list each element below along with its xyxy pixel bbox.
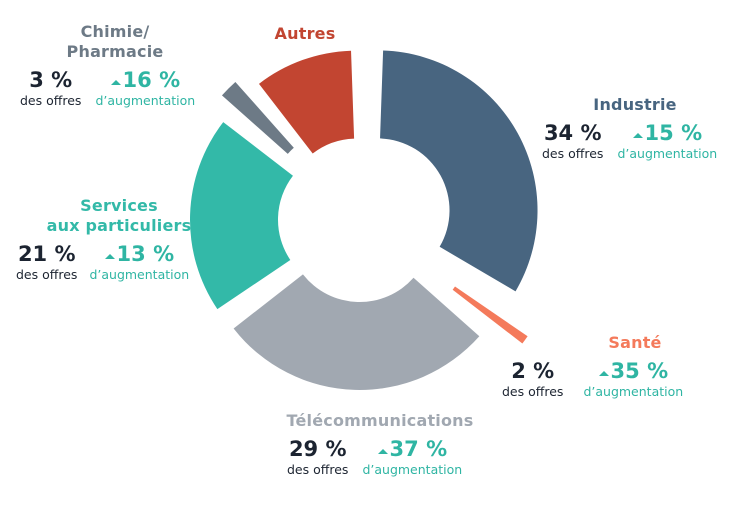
growth-caption: d’augmentation bbox=[89, 267, 190, 282]
share-value: 3 % bbox=[29, 68, 73, 92]
growth-stat: 15 % d’augmentation bbox=[617, 121, 717, 163]
label-telecom: Télécommunications 29 % des offres 37 % … bbox=[265, 411, 495, 479]
growth-value: 13 % bbox=[89, 242, 189, 266]
share-value: 21 % bbox=[17, 242, 76, 266]
growth-caption: d’augmentation bbox=[362, 462, 463, 477]
label-services: Services aux particuliers 21 % des offre… bbox=[4, 196, 234, 284]
up-triangle-icon bbox=[377, 449, 388, 454]
share-value: 29 % bbox=[288, 437, 347, 461]
slice-autres bbox=[258, 50, 355, 154]
category-name: Télécommunications bbox=[286, 411, 474, 430]
slice-chimie-pharmacie bbox=[221, 81, 294, 154]
category-name: Industrie bbox=[593, 95, 677, 114]
share-caption: des offres bbox=[20, 93, 82, 108]
slice-services-aux-particuliers bbox=[190, 122, 293, 310]
share-caption: des offres bbox=[287, 462, 349, 477]
slice-t-l-communications bbox=[233, 274, 480, 390]
stats-row: 3 % des offres 16 % d’augmentation bbox=[20, 68, 230, 110]
label-industrie: Industrie 34 % des offres 15 % d’augment… bbox=[520, 95, 750, 163]
category-name: Chimie/ Pharmacie bbox=[0, 22, 230, 62]
share-stat: 2 % des offres bbox=[502, 359, 563, 401]
slice-sant- bbox=[452, 286, 528, 344]
slice-industrie bbox=[380, 50, 538, 292]
share-caption: des offres bbox=[502, 384, 564, 399]
share-value: 34 % bbox=[543, 121, 602, 145]
category-name-line1: Services bbox=[80, 196, 158, 215]
growth-stat: 37 % d’augmentation bbox=[362, 437, 462, 479]
growth-value: 37 % bbox=[362, 437, 462, 461]
category-name: Services aux particuliers bbox=[4, 196, 234, 236]
share-stat: 3 % des offres bbox=[20, 68, 81, 110]
growth-stat: 13 % d’augmentation bbox=[89, 242, 189, 284]
share-stat: 21 % des offres bbox=[16, 242, 77, 284]
growth-value: 16 % bbox=[95, 68, 195, 92]
up-triangle-icon bbox=[632, 133, 643, 138]
stats-row: 2 % des offres 35 % d’augmentation bbox=[502, 359, 720, 401]
stats-row: 29 % des offres 37 % d’augmentation bbox=[287, 437, 495, 479]
category-name-line2: Pharmacie bbox=[66, 42, 164, 61]
share-value: 2 % bbox=[511, 359, 555, 383]
label-chimie: Chimie/ Pharmacie 3 % des offres 16 % d’… bbox=[0, 22, 230, 110]
growth-caption: d’augmentation bbox=[583, 384, 684, 399]
up-triangle-icon bbox=[598, 371, 609, 376]
up-triangle-icon bbox=[110, 80, 121, 85]
category-name-line1: Chimie/ bbox=[80, 22, 150, 41]
label-sante: Santé 2 % des offres 35 % d’augmentation bbox=[490, 333, 720, 401]
growth-value: 35 % bbox=[583, 359, 683, 383]
label-autres: Autres bbox=[190, 24, 420, 44]
stats-row: 34 % des offres 15 % d’augmentation bbox=[542, 121, 750, 163]
growth-caption: d’augmentation bbox=[95, 93, 196, 108]
up-triangle-icon bbox=[104, 254, 115, 259]
share-stat: 34 % des offres bbox=[542, 121, 603, 163]
category-name-line2: aux particuliers bbox=[46, 216, 192, 235]
growth-stat: 16 % d’augmentation bbox=[95, 68, 195, 110]
share-caption: des offres bbox=[16, 267, 78, 282]
stats-row: 21 % des offres 13 % d’augmentation bbox=[16, 242, 234, 284]
share-caption: des offres bbox=[542, 146, 604, 161]
category-name: Santé bbox=[608, 333, 662, 352]
share-stat: 29 % des offres bbox=[287, 437, 348, 479]
category-name: Autres bbox=[274, 24, 336, 43]
growth-caption: d’augmentation bbox=[617, 146, 718, 161]
growth-stat: 35 % d’augmentation bbox=[583, 359, 683, 401]
growth-value: 15 % bbox=[617, 121, 717, 145]
